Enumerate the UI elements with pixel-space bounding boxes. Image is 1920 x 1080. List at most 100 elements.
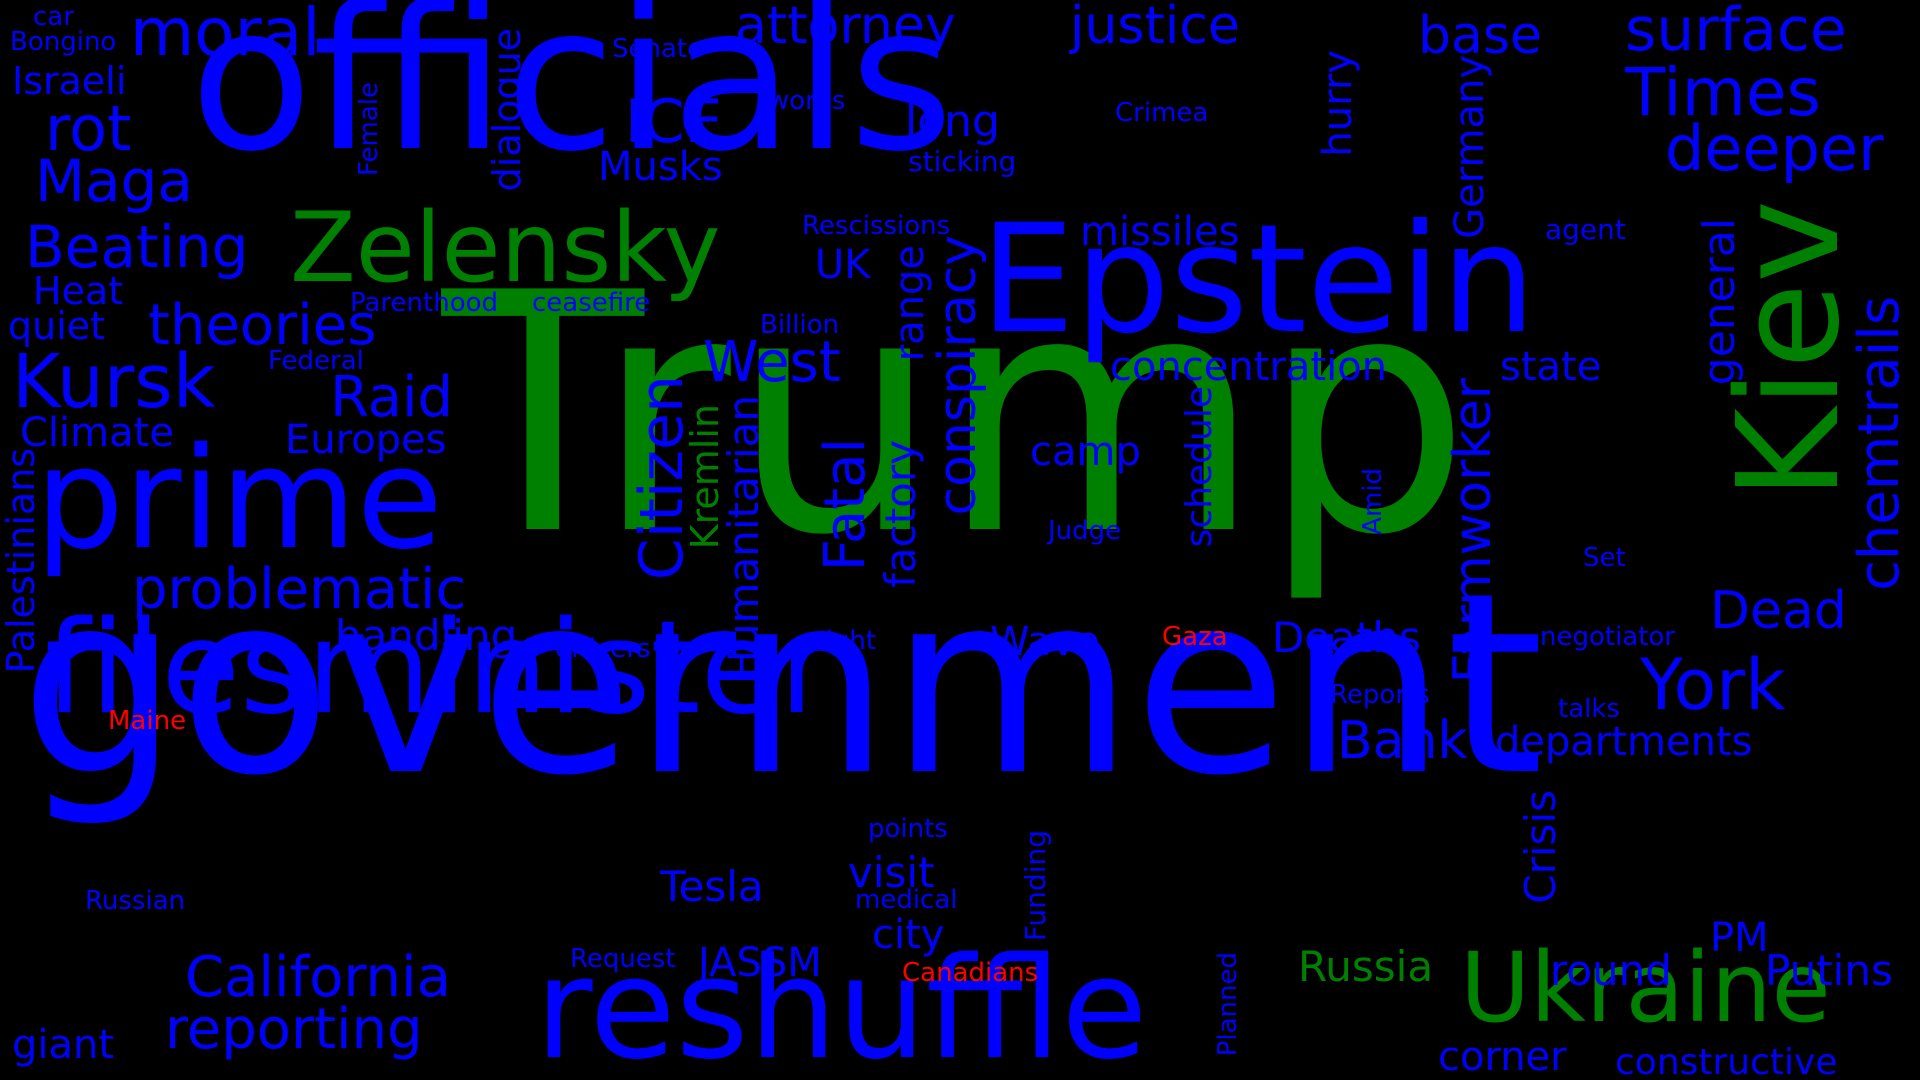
word: Putins: [1765, 946, 1893, 995]
word: Musks: [598, 144, 723, 190]
word: Maine: [108, 706, 187, 736]
word: Farmworker: [1443, 378, 1503, 684]
word: city: [872, 912, 945, 958]
word: Kursk: [12, 339, 216, 425]
word: Set: [1583, 543, 1626, 573]
word: filesminister: [45, 594, 832, 743]
word: Rescissions: [802, 211, 951, 241]
word: problematic: [132, 557, 467, 622]
word: conspiracy: [928, 235, 988, 516]
word: Heat: [33, 269, 124, 313]
word: Climate: [20, 410, 174, 456]
word: giant: [12, 1022, 115, 1068]
word: Reports: [1330, 680, 1430, 710]
word: Gaza: [1162, 622, 1228, 652]
word: departments: [1495, 719, 1753, 765]
word: Judge: [1048, 516, 1122, 546]
word: Crisis: [1516, 790, 1565, 904]
word: state: [1500, 344, 1602, 390]
word: moral: [130, 0, 321, 71]
word: Funding: [1019, 830, 1052, 942]
word: Ukraine: [1460, 932, 1831, 1044]
word: right: [815, 626, 877, 656]
word: round: [1550, 946, 1672, 995]
word: agent: [1545, 213, 1626, 246]
word: Palestinians: [0, 448, 43, 674]
word: Zelensky: [290, 192, 721, 304]
word: Dead: [1710, 581, 1847, 641]
word: Bank: [1337, 711, 1468, 771]
word: Russia: [1298, 942, 1434, 991]
word: sticking: [908, 145, 1017, 178]
word: corner: [1438, 1034, 1567, 1080]
word: concentration: [1110, 344, 1388, 390]
word: dialogue: [485, 28, 529, 192]
word: officers: [555, 634, 651, 664]
word: Wave: [990, 619, 1100, 665]
word: Federal: [268, 346, 364, 376]
word: Senate: [612, 34, 704, 64]
word: Tesla: [660, 862, 764, 911]
word: theories: [148, 293, 377, 358]
word: Fatal: [813, 438, 878, 572]
word: Trump: [442, 223, 1471, 607]
word: constructive: [1615, 1042, 1838, 1080]
word: Deaths: [1272, 613, 1421, 662]
word: ceasefire: [532, 288, 651, 318]
word: UK: [815, 242, 871, 288]
word: range: [887, 245, 933, 362]
word: JASSM: [698, 940, 822, 986]
word: chemtrails: [1847, 296, 1912, 591]
word: words: [768, 86, 846, 116]
word: car: [33, 2, 74, 32]
word: reshuffle: [535, 928, 1148, 1080]
word: Amid: [1358, 468, 1388, 535]
word: deeper: [1665, 112, 1884, 185]
word: Bongino: [10, 27, 117, 57]
word: medical: [855, 885, 958, 915]
word: Times: [1625, 54, 1821, 131]
word: schedule: [1179, 386, 1220, 548]
word: Germany: [1447, 55, 1493, 239]
word: Female: [354, 82, 384, 177]
word: Beating: [25, 213, 249, 281]
word: handling: [335, 611, 518, 660]
word: factory: [876, 440, 925, 588]
word: base: [1418, 6, 1542, 66]
word: ICE: [625, 87, 723, 157]
word: attorney: [735, 0, 956, 56]
word: long: [905, 96, 1000, 147]
word: missiles: [1080, 209, 1240, 255]
word: Billion: [760, 310, 840, 340]
word: Raid: [330, 365, 454, 430]
word: Russian: [85, 886, 186, 916]
word: Israeli: [12, 59, 127, 103]
word: reporting: [165, 997, 423, 1062]
word: hurry: [1315, 50, 1361, 157]
word: justice: [1070, 0, 1240, 56]
word: Request: [570, 944, 676, 974]
word: talks: [1558, 694, 1620, 724]
word: Crimea: [1115, 98, 1209, 128]
word: Humanitarian: [719, 395, 768, 682]
word: Parenthood: [350, 288, 499, 318]
word: government: [20, 539, 1545, 830]
word: Planned: [1213, 952, 1243, 1057]
word: quiet: [8, 304, 106, 348]
word: Epstein: [980, 193, 1536, 367]
word: officials: [190, 0, 954, 196]
word: prime: [35, 418, 443, 581]
word: York: [1640, 644, 1786, 726]
word: points: [868, 814, 948, 844]
word: surface: [1625, 0, 1847, 65]
word: California: [185, 945, 451, 1010]
word: Canadians: [902, 958, 1039, 988]
word: visit: [848, 848, 935, 897]
word: camp: [1030, 429, 1141, 475]
word: Maga: [35, 147, 193, 215]
word: Europes: [285, 417, 447, 463]
word: rot: [45, 92, 132, 165]
word: PM: [1710, 915, 1769, 961]
word: negotiator: [1540, 622, 1676, 652]
